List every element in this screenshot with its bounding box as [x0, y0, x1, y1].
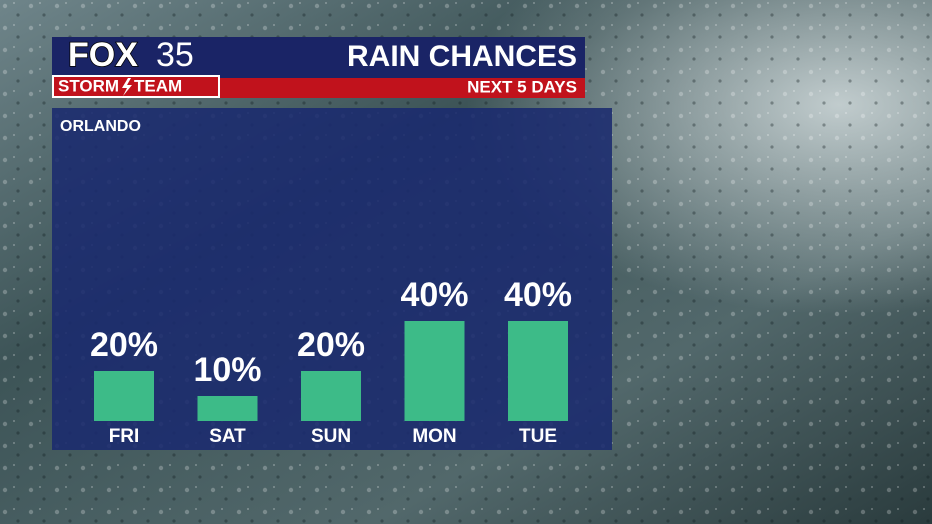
- logo-team-left: STORM: [58, 76, 119, 95]
- bar: [404, 321, 465, 421]
- value-label: 20%: [297, 326, 365, 364]
- logo-channel-box: [152, 38, 220, 74]
- category-label: FRI: [109, 426, 140, 447]
- logo-bolt: [122, 78, 132, 96]
- bar: [197, 396, 258, 421]
- category-label: MON: [412, 426, 456, 447]
- logo-network: FOX: [68, 36, 138, 74]
- logo-team-box: [52, 75, 220, 98]
- value-label: 40%: [504, 276, 572, 314]
- category-label: SUN: [311, 426, 351, 447]
- value-label: 20%: [90, 326, 158, 364]
- value-label: 40%: [400, 276, 468, 314]
- category-label: TUE: [519, 426, 557, 447]
- chart-title: RAIN CHANCES: [347, 40, 577, 73]
- chart-subtitle: NEXT 5 DAYS: [467, 77, 577, 96]
- location-label: ORLANDO: [60, 118, 141, 135]
- subtitle-bar: [220, 78, 585, 98]
- category-label: SAT: [209, 426, 246, 447]
- logo-team-right: TEAM: [134, 76, 182, 95]
- bar: [94, 371, 154, 421]
- logo-channel: 35: [156, 36, 194, 74]
- bar: [508, 321, 568, 421]
- value-label: 10%: [193, 351, 261, 389]
- bar: [301, 371, 361, 421]
- logo-network-box: [66, 38, 154, 74]
